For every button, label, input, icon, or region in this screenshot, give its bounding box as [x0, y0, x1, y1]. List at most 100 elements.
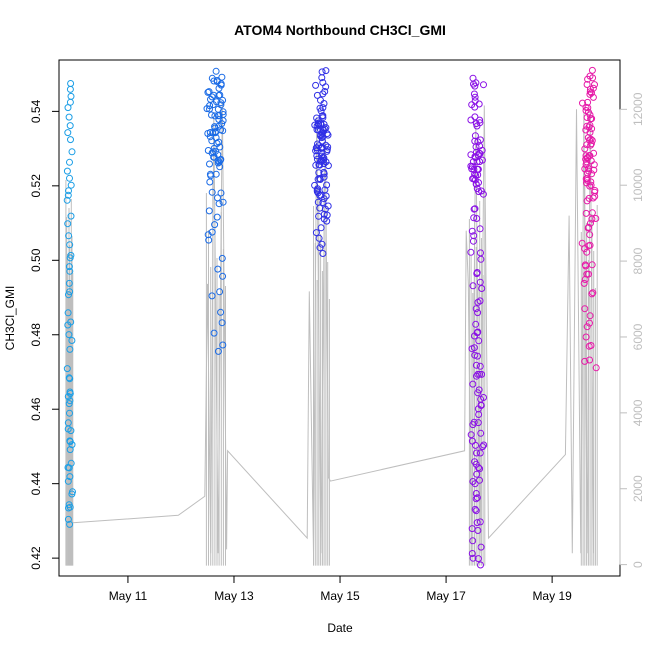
data-point	[471, 176, 479, 184]
data-point	[588, 261, 596, 269]
data-point	[66, 267, 74, 275]
data-point	[470, 90, 478, 98]
data-point	[582, 333, 590, 341]
data-point	[583, 158, 591, 166]
data-point	[589, 289, 597, 297]
data-point	[580, 279, 588, 287]
data-point	[64, 393, 72, 400]
data-point	[215, 122, 223, 130]
data-point	[65, 400, 73, 408]
altitude-tick-label: 6000	[631, 323, 645, 350]
data-point	[68, 490, 76, 498]
data-point	[585, 342, 593, 350]
data-point	[471, 480, 479, 488]
data-point	[65, 232, 73, 240]
data-point	[65, 504, 72, 512]
data-point	[478, 285, 486, 292]
data-point	[583, 323, 591, 331]
data-point	[472, 305, 480, 313]
data-point	[208, 292, 216, 300]
data-point	[472, 495, 480, 503]
data-point	[471, 332, 478, 340]
data-point	[65, 113, 73, 121]
data-point	[582, 209, 590, 217]
data-point	[312, 81, 320, 89]
data-point	[469, 537, 477, 545]
data-point	[585, 165, 593, 173]
data-point	[215, 200, 223, 208]
data-point	[469, 282, 477, 290]
data-point	[65, 331, 73, 339]
data-point	[581, 305, 589, 313]
data-point	[468, 165, 476, 173]
data-point	[469, 478, 477, 485]
data-point	[66, 409, 73, 417]
data-point	[323, 181, 331, 189]
data-point	[317, 144, 325, 152]
data-point	[206, 105, 213, 113]
data-point	[474, 370, 482, 378]
data-point	[583, 248, 591, 256]
plot-frame	[58, 59, 621, 577]
data-point	[476, 142, 484, 150]
data-point	[214, 159, 222, 167]
data-point	[586, 356, 594, 364]
data-point	[319, 79, 327, 86]
chart-title: ATOM4 Northbound CH3Cl_GMI	[234, 22, 446, 38]
data-point	[319, 90, 327, 98]
data-point	[472, 143, 480, 151]
data-point	[216, 163, 224, 171]
data-point	[208, 74, 216, 82]
data-point	[474, 309, 482, 317]
y-axis: 0.42 0.44 0.46 0.48 0.50 0.52 0.54	[29, 99, 60, 570]
data-point	[590, 149, 598, 157]
data-point	[212, 67, 220, 75]
data-point	[64, 321, 72, 329]
data-point	[479, 190, 487, 198]
data-point	[324, 143, 332, 151]
data-point	[66, 345, 74, 353]
data-point	[476, 476, 483, 484]
data-point	[472, 320, 480, 328]
altitude-tick-label: 8000	[631, 247, 645, 274]
data-point	[476, 449, 484, 457]
altitude-line	[71, 101, 594, 554]
data-point	[472, 460, 480, 468]
y-tick-label: 0.46	[29, 397, 43, 421]
data-point	[317, 224, 325, 232]
data-point	[66, 158, 73, 166]
data-point	[467, 116, 475, 124]
y-tick-label: 0.42	[29, 546, 43, 570]
data-point	[64, 104, 72, 112]
data-point	[320, 100, 328, 107]
data-point	[320, 173, 328, 181]
x-axis-label: Date	[327, 621, 353, 635]
data-point	[583, 114, 591, 121]
data-point	[471, 82, 479, 90]
data-point	[64, 425, 72, 433]
data-point	[206, 178, 214, 186]
altitude-axis: 0 2000 4000 6000 8000 10000 12000	[619, 92, 645, 568]
data-point	[477, 543, 485, 551]
x-axis: May 11 May 13 May 15 May 17 May 19	[109, 575, 572, 603]
data-point	[214, 156, 222, 164]
data-point	[319, 199, 327, 206]
data-point	[64, 129, 72, 137]
data-point	[66, 254, 74, 262]
x-tick-label: May 11	[109, 589, 148, 603]
data-point	[589, 74, 597, 82]
data-point	[480, 81, 487, 89]
data-point	[476, 150, 484, 158]
data-point	[324, 162, 332, 170]
data-point	[68, 148, 76, 156]
data-point	[475, 411, 483, 418]
y-tick-label: 0.52	[29, 174, 43, 198]
data-point	[473, 215, 481, 222]
data-point	[472, 490, 480, 497]
data-point	[583, 270, 591, 278]
data-point	[472, 361, 480, 369]
data-point	[581, 145, 589, 153]
data-point	[67, 136, 74, 144]
data-point	[477, 429, 485, 437]
